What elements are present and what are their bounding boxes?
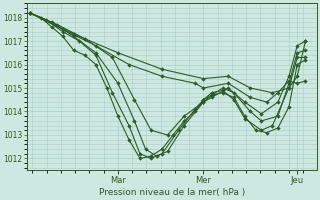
X-axis label: Pression niveau de la mer( hPa ): Pression niveau de la mer( hPa ) [99, 188, 245, 197]
